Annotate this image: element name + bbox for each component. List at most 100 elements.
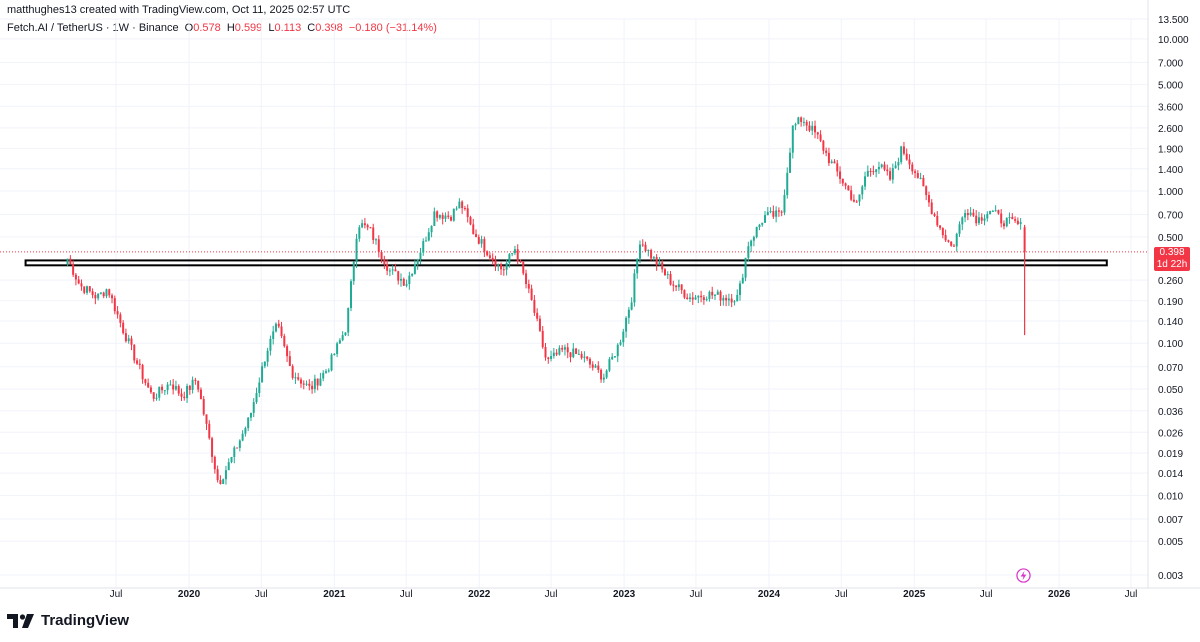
candle-body — [650, 249, 653, 259]
candle — [638, 240, 641, 264]
candle — [800, 116, 803, 127]
candle — [741, 273, 744, 284]
candle — [633, 269, 636, 307]
candle-body — [277, 323, 280, 327]
candle-body — [627, 309, 630, 318]
candle — [669, 271, 672, 286]
candle — [797, 116, 800, 125]
candle — [177, 384, 180, 396]
candle — [736, 289, 739, 302]
candle — [380, 249, 383, 264]
candle-body — [950, 241, 953, 246]
candle — [102, 291, 105, 299]
candle-body — [386, 264, 389, 271]
candle-body — [425, 240, 428, 242]
candle — [369, 226, 372, 229]
candle-body — [519, 261, 522, 263]
candle-body — [124, 333, 127, 342]
candle-body — [199, 389, 202, 399]
candle-body — [149, 387, 152, 393]
candle — [908, 154, 911, 170]
candle — [91, 288, 94, 299]
flash-icon[interactable] — [1016, 568, 1031, 583]
candle-body — [194, 379, 197, 381]
candle-body — [105, 289, 108, 297]
candle — [727, 293, 730, 306]
candle-body — [630, 302, 633, 310]
candle — [711, 286, 714, 300]
candle-body — [202, 398, 205, 415]
candle — [283, 333, 286, 348]
candle — [880, 163, 883, 169]
low-label: L — [268, 22, 275, 34]
candle — [611, 353, 614, 360]
tradingview-logo-icon — [7, 613, 34, 628]
candle-body — [839, 171, 842, 179]
candle — [447, 211, 450, 220]
candle-body — [247, 417, 250, 429]
candle-body — [230, 457, 233, 463]
candle-body — [269, 338, 272, 351]
candle — [927, 191, 930, 207]
candle — [775, 206, 778, 223]
candle-body — [830, 161, 833, 164]
candle — [558, 345, 561, 356]
candle — [172, 379, 175, 395]
candle — [502, 265, 505, 276]
candle — [427, 228, 430, 242]
candle — [141, 363, 144, 384]
candle — [725, 294, 728, 307]
candle — [216, 465, 219, 483]
candle — [663, 267, 666, 276]
candle — [86, 285, 89, 295]
candle-body — [802, 121, 805, 123]
candle-body — [1023, 227, 1026, 252]
candle-body — [588, 358, 591, 365]
candle-body — [600, 369, 603, 380]
candle — [263, 361, 266, 369]
candle-body — [441, 215, 444, 219]
symbol-title[interactable]: Fetch.AI / TetherUS · 1W · Binance — [7, 22, 179, 34]
candle — [625, 316, 628, 338]
candle — [722, 295, 725, 306]
candle-body — [336, 343, 339, 355]
candle-body — [733, 301, 736, 303]
candle — [288, 350, 291, 367]
candle-body — [747, 246, 750, 258]
candle-body — [739, 283, 742, 295]
candle-body — [1002, 223, 1005, 227]
candle-body — [141, 364, 144, 380]
candle-body — [349, 281, 352, 309]
candle-body — [333, 354, 336, 356]
candle — [697, 295, 700, 304]
candle-body — [255, 393, 258, 403]
candle-body — [324, 371, 327, 373]
candle — [450, 215, 453, 222]
candle — [361, 219, 364, 229]
candle-body — [700, 295, 703, 298]
candle-body — [116, 311, 119, 315]
candle-body — [405, 284, 408, 286]
tradingview-brand[interactable]: TradingView — [7, 612, 129, 629]
candle — [897, 157, 900, 171]
candle-body — [722, 297, 725, 301]
candle — [750, 239, 753, 253]
candle-body — [463, 208, 466, 210]
candle — [238, 439, 241, 452]
candle-body — [102, 292, 105, 297]
candle-body — [675, 285, 678, 288]
y-tick-label: 10.000 — [1158, 35, 1189, 46]
candle-body — [636, 258, 639, 274]
candle — [486, 250, 489, 257]
candle-body — [263, 361, 266, 367]
candle — [941, 227, 944, 239]
candle — [169, 380, 172, 386]
candle — [622, 328, 625, 347]
candle-body — [397, 271, 400, 281]
candle — [444, 212, 447, 223]
candle — [358, 224, 361, 242]
candle — [919, 172, 922, 180]
change-value: −0.180 (−31.14%) — [348, 22, 437, 34]
candle-body — [625, 317, 628, 332]
